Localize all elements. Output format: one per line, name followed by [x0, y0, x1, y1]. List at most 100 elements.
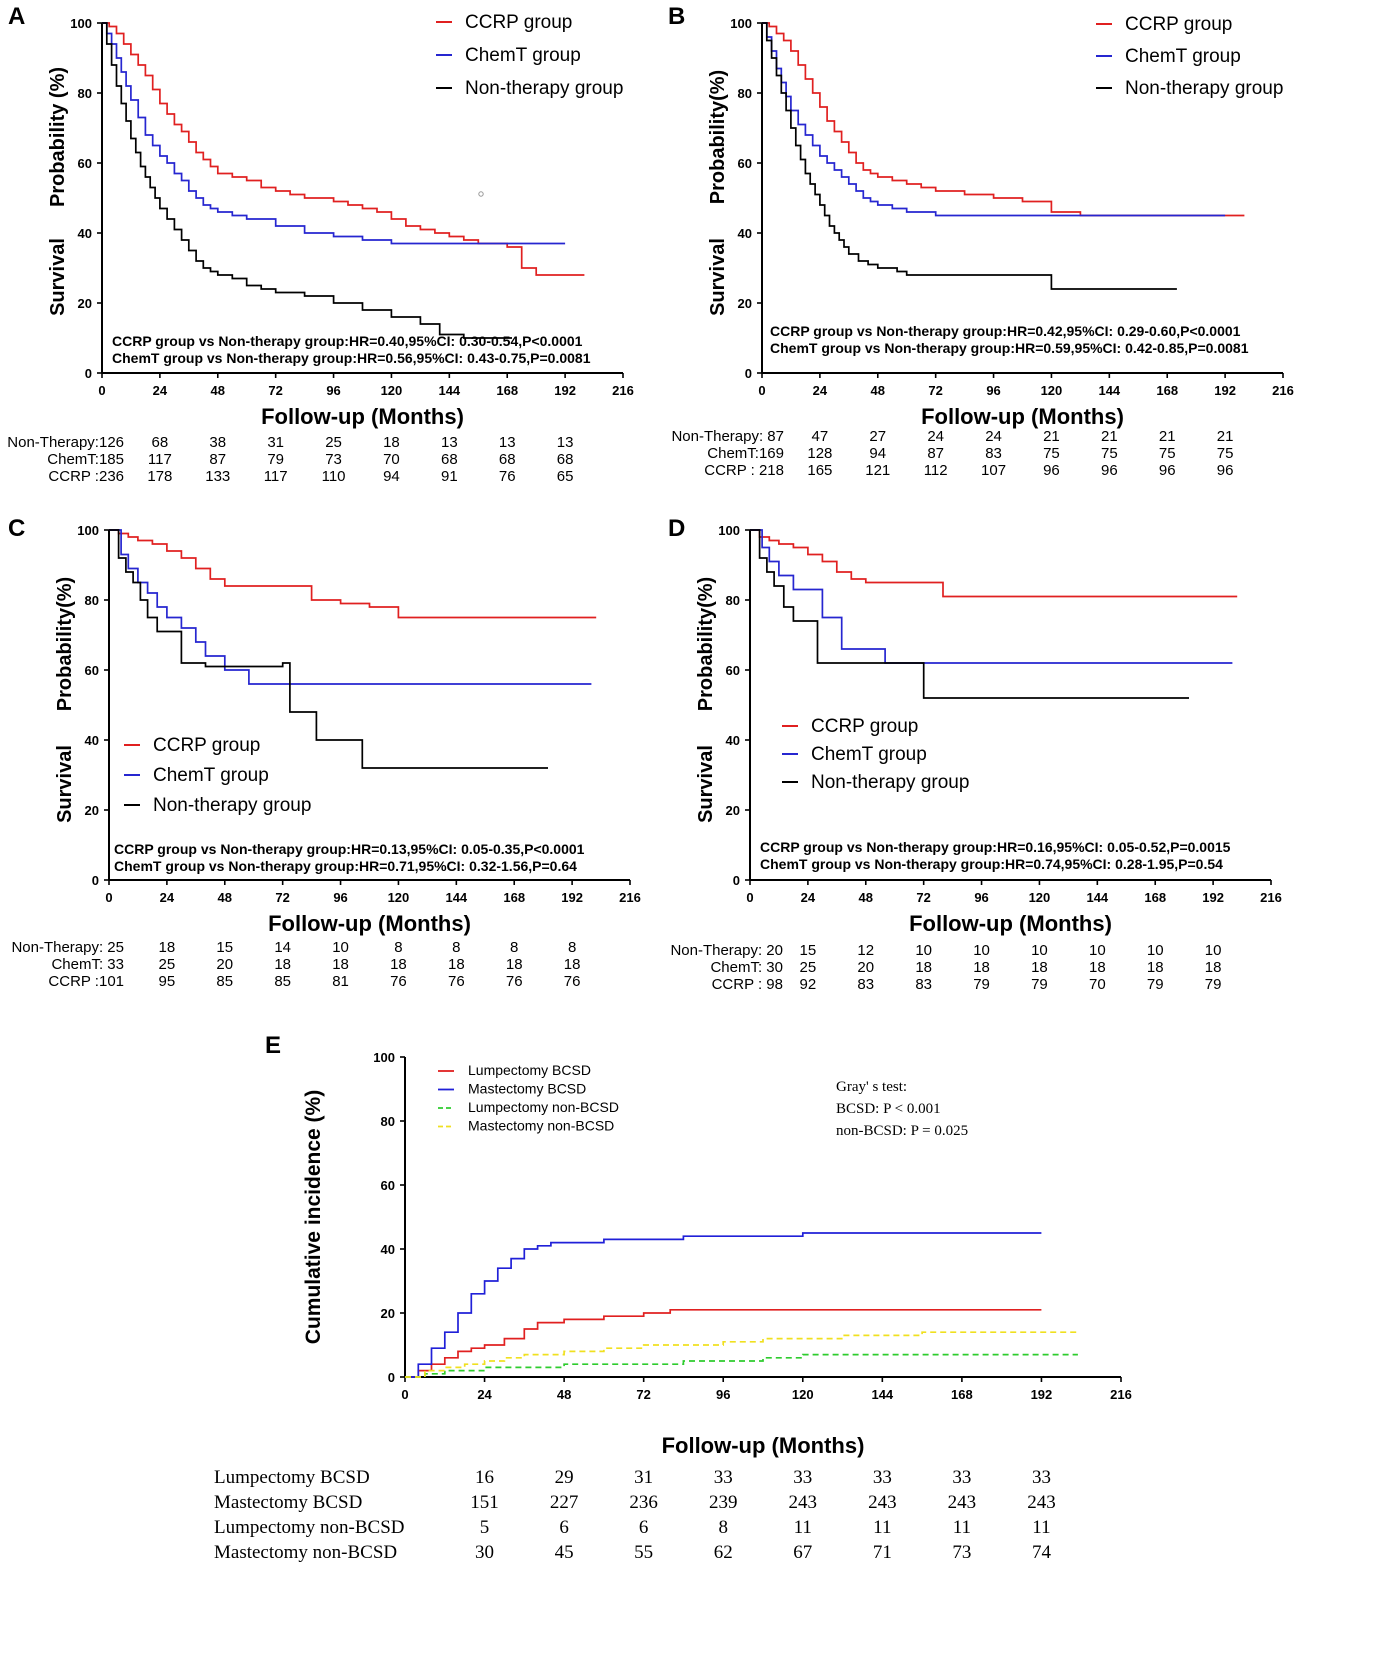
legend-item: CCRP group: [436, 12, 572, 33]
y-tick-label: 80: [85, 593, 99, 608]
legend-label: Non-therapy group: [153, 795, 311, 816]
x-tick-label: 96: [974, 890, 988, 905]
risk-cell: 70: [383, 451, 400, 468]
risk-cell: 18: [274, 956, 291, 973]
legend-label: ChemT group: [465, 45, 581, 66]
risk-cell: 33: [714, 1467, 733, 1488]
legend-item: ChemT group: [436, 45, 581, 66]
x-axis-title: Follow-up (Months): [909, 911, 1112, 936]
risk-cell: 243: [948, 1492, 977, 1513]
risk-cell: 68: [152, 434, 169, 451]
legend-item: Mastectomy non-BCSD: [438, 1118, 614, 1134]
series-ccrp-group-curve: [750, 529, 1238, 598]
grays-test-line: Gray' s test:: [836, 1079, 907, 1095]
risk-cell: 62: [714, 1542, 733, 1563]
y-tick-label: 80: [78, 86, 92, 101]
x-tick-label: 144: [1098, 383, 1120, 398]
x-tick-label: 96: [333, 890, 347, 905]
x-tick-label: 168: [1144, 890, 1166, 905]
risk-cell: 8: [394, 939, 402, 956]
risk-cell: 45: [555, 1542, 574, 1563]
legend-label: CCRP group: [811, 716, 918, 737]
x-tick-label: 0: [746, 890, 753, 905]
risk-cell: 33: [793, 1467, 812, 1488]
risk-cell: 18: [332, 956, 349, 973]
risk-cell: 25: [159, 956, 176, 973]
y-tick-label: 20: [85, 803, 99, 818]
risk-cell: 107: [981, 462, 1006, 479]
legend-item: ChemT group: [124, 765, 269, 786]
legend-item: Non-therapy group: [782, 772, 969, 793]
risk-cell: 11: [794, 1517, 812, 1538]
grays-test-line: BCSD: P < 0.001: [836, 1101, 941, 1117]
risk-cell: 83: [915, 976, 932, 993]
risk-cell: 33: [873, 1467, 892, 1488]
y-tick-label: 60: [738, 156, 752, 171]
series-lumpectomy-non-bcsd-curve: [405, 1353, 1078, 1378]
risk-cell: 91: [441, 468, 458, 485]
risk-cell: 243: [789, 1492, 818, 1513]
risk-cell: 117: [264, 468, 288, 485]
x-tick-label: 192: [1031, 1387, 1053, 1402]
risk-cell: 10: [1147, 942, 1164, 959]
y-tick-label: 0: [745, 366, 752, 381]
y-tick-label: 100: [373, 1050, 395, 1065]
risk-cell: 239: [709, 1492, 738, 1513]
x-tick-label: 192: [1202, 890, 1224, 905]
risk-cell: 20: [857, 959, 874, 976]
x-tick-label: 0: [758, 383, 765, 398]
risk-cell: 5: [480, 1517, 490, 1538]
y-tick-label: 80: [738, 86, 752, 101]
legend-label: Non-therapy group: [1125, 78, 1283, 99]
risk-cell: 236: [629, 1492, 658, 1513]
x-tick-label: 0: [401, 1387, 408, 1402]
legend-item: Non-therapy group: [1096, 78, 1283, 99]
risk-cell: 55: [634, 1542, 653, 1563]
x-tick-label: 48: [871, 383, 885, 398]
y-tick-label: 20: [738, 296, 752, 311]
risk-cell: 68: [499, 451, 516, 468]
risk-cell: 117: [148, 451, 172, 468]
hazard-ratio-stat: CCRP group vs Non-therapy group:HR=0.13,…: [114, 841, 585, 857]
y-axis-title: Cumulative incidence (%): [302, 1090, 325, 1344]
risk-table: Non-Therapy:126 68 38 31 25 18 13 13 13 ChemT:185…: [7, 434, 573, 485]
risk-cell: 31: [634, 1467, 653, 1488]
legend-item: CCRP group: [124, 735, 260, 756]
risk-cell: 13: [499, 434, 516, 451]
y-tick-label: 100: [77, 523, 99, 538]
y-tick-label: 40: [381, 1242, 395, 1257]
x-tick-label: 216: [1260, 890, 1282, 905]
x-axis-title: Follow-up (Months): [268, 911, 471, 936]
risk-row-label: Non-Therapy:126: [7, 434, 124, 451]
risk-cell: 10: [1205, 942, 1222, 959]
x-tick-label: 120: [792, 1387, 814, 1402]
risk-cell: 112: [924, 462, 948, 479]
risk-cell: 31: [267, 434, 284, 451]
y-tick-label: 80: [726, 593, 740, 608]
risk-row-label: ChemT:185: [47, 451, 124, 468]
risk-cell: 87: [209, 451, 226, 468]
risk-table: Non-Therapy: 87 47 27 24 24 21 21 21 21 ChemT:169…: [671, 428, 1233, 479]
risk-row-label: ChemT: 30: [710, 959, 783, 976]
x-tick-label: 144: [1086, 890, 1108, 905]
legend-label: CCRP group: [153, 735, 260, 756]
y-axis-title-probability: Probability(%): [695, 577, 717, 711]
x-tick-label: 24: [477, 1387, 492, 1402]
risk-cell: 10: [915, 942, 932, 959]
y-tick-label: 100: [730, 16, 752, 31]
x-tick-label: 216: [612, 383, 634, 398]
y-tick-label: 0: [733, 873, 740, 888]
risk-cell: 81: [332, 973, 349, 990]
x-tick-label: 24: [801, 890, 816, 905]
x-tick-label: 48: [859, 890, 873, 905]
risk-cell: 21: [1101, 428, 1118, 445]
y-axis-title-survival: Survival: [695, 745, 717, 823]
x-tick-label: 48: [218, 890, 232, 905]
risk-cell: 76: [506, 973, 523, 990]
risk-cell: 21: [1217, 428, 1234, 445]
grays-test-line: non-BCSD: P = 0.025: [836, 1123, 968, 1139]
panel-letter: C: [8, 515, 25, 542]
risk-cell: 79: [973, 976, 990, 993]
y-tick-label: 20: [726, 803, 740, 818]
risk-cell: 92: [800, 976, 817, 993]
